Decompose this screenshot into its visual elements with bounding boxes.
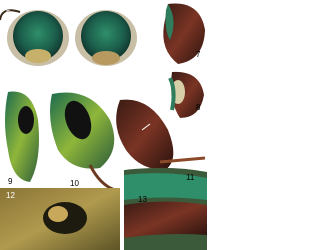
panel-11 xyxy=(116,99,206,170)
panel-5 xyxy=(0,9,69,66)
figure-plate: 5 6 7 8 9 10 11 12 13 xyxy=(0,3,207,250)
panel-10 xyxy=(50,92,116,192)
panel-7 xyxy=(163,3,205,65)
panel-label: 10 xyxy=(70,179,79,188)
panel-label: 5 xyxy=(6,9,11,18)
panel-label: 11 xyxy=(186,173,195,182)
panel-label: 9 xyxy=(8,177,13,186)
panel-9 xyxy=(5,91,39,182)
panel-label: 7 xyxy=(196,50,201,59)
panel-13 xyxy=(124,167,207,250)
panel-label: 6 xyxy=(74,9,79,18)
panel-8 xyxy=(168,71,204,118)
panel-label: 12 xyxy=(6,191,15,200)
panel-12 xyxy=(0,188,120,250)
panel-label: 13 xyxy=(138,195,147,204)
panel-label: 8 xyxy=(196,103,201,112)
panel-6 xyxy=(75,10,137,66)
